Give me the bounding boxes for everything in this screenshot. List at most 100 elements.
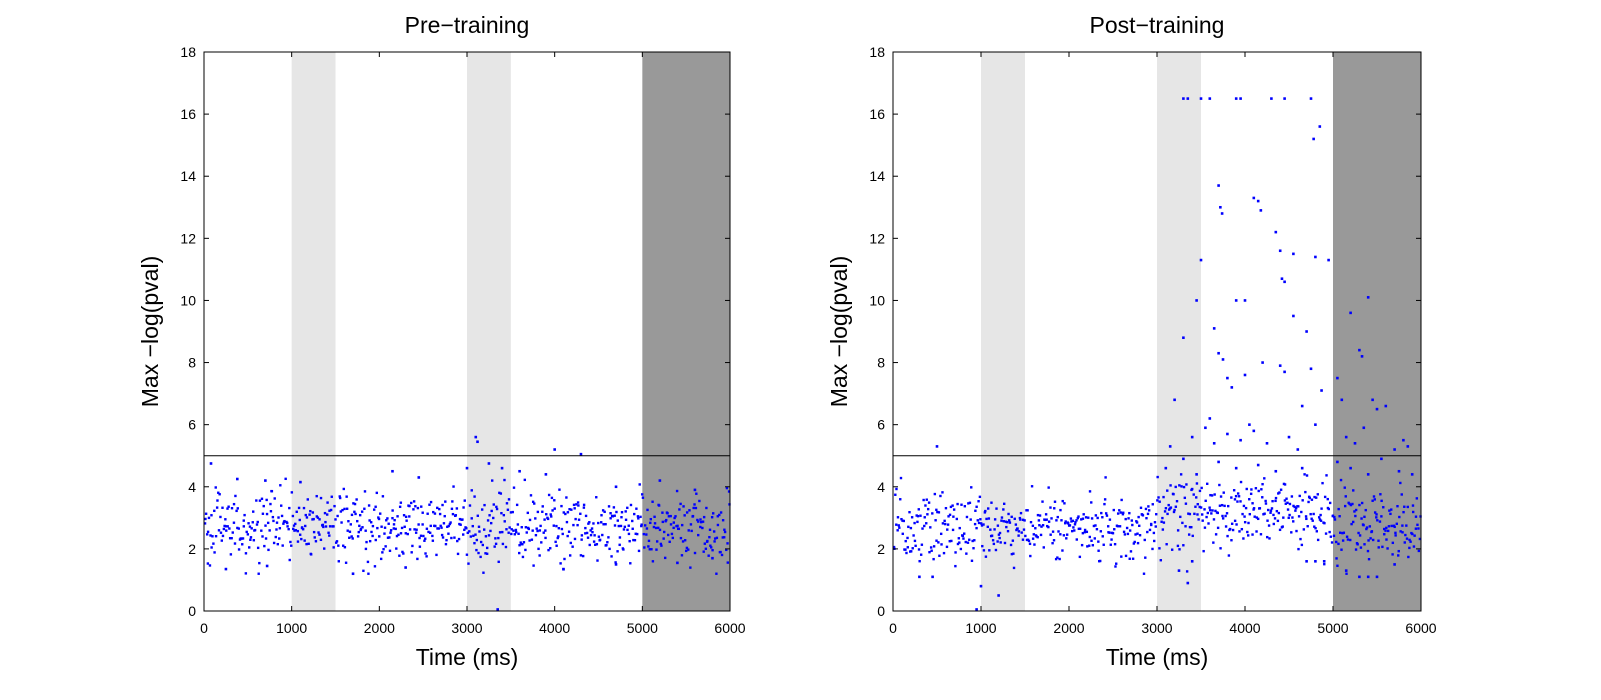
data-point (707, 554, 710, 557)
data-point (921, 527, 924, 530)
data-point (1366, 575, 1370, 579)
data-point (1272, 522, 1276, 526)
data-point (1414, 527, 1418, 530)
data-point (652, 525, 656, 529)
data-point (437, 527, 440, 530)
data-point (321, 523, 325, 527)
data-point (498, 491, 501, 495)
y-tick-label: 10 (180, 292, 196, 308)
data-point (415, 528, 418, 531)
data-point (271, 515, 275, 519)
data-point (1401, 524, 1404, 527)
data-point (1234, 97, 1238, 100)
data-point (552, 524, 555, 527)
data-point (397, 533, 400, 537)
data-point (1173, 398, 1176, 402)
data-point (1174, 505, 1178, 508)
data-point (1270, 507, 1274, 510)
data-point (319, 538, 323, 542)
data-point (1085, 530, 1089, 534)
data-point (263, 544, 266, 548)
data-point (252, 539, 256, 542)
data-point (1204, 499, 1207, 503)
data-point (905, 551, 908, 555)
data-point (1300, 510, 1303, 514)
data-point (565, 496, 568, 499)
data-point (594, 543, 597, 546)
data-point (654, 526, 658, 530)
data-point (680, 523, 684, 527)
data-point (1195, 299, 1198, 302)
data-point (484, 552, 487, 555)
data-point (442, 522, 446, 525)
data-point (317, 531, 320, 534)
data-point (1398, 515, 1401, 519)
data-point (360, 510, 364, 513)
data-point (531, 529, 534, 532)
data-point (518, 544, 521, 547)
data-point (1012, 566, 1016, 570)
data-point (563, 557, 566, 561)
data-point (1286, 501, 1289, 505)
data-point (1222, 491, 1225, 494)
data-point (553, 499, 556, 502)
data-point (1377, 539, 1380, 542)
data-point (221, 534, 225, 538)
data-point (212, 542, 215, 545)
data-point (616, 550, 619, 553)
data-point (260, 497, 264, 500)
data-point (1030, 485, 1034, 488)
data-point (1264, 502, 1268, 505)
data-point (932, 557, 935, 561)
data-point (1305, 517, 1308, 521)
data-point (629, 562, 632, 565)
data-point (1312, 137, 1315, 141)
data-point (1401, 531, 1404, 534)
data-point (236, 526, 239, 530)
data-point (1123, 533, 1127, 536)
data-point (1300, 543, 1304, 547)
data-point (1309, 512, 1312, 516)
data-point (286, 521, 289, 525)
data-point (1102, 543, 1105, 546)
data-point (1090, 517, 1094, 520)
data-point (355, 498, 358, 501)
data-point (418, 536, 421, 540)
data-point (628, 539, 631, 543)
data-point (1237, 495, 1241, 498)
data-point (342, 487, 345, 491)
data-point (691, 514, 695, 518)
data-point (1393, 563, 1396, 566)
data-point (528, 518, 532, 522)
data-point (1301, 499, 1304, 502)
data-point (1352, 520, 1355, 524)
data-point (1358, 534, 1362, 537)
data-point (274, 535, 277, 539)
data-point (1310, 517, 1313, 520)
data-point (937, 541, 940, 544)
data-point (1114, 565, 1117, 568)
data-point (926, 513, 929, 516)
data-point (956, 502, 959, 506)
data-point (1165, 543, 1168, 546)
data-point (955, 517, 959, 521)
data-point (290, 491, 294, 494)
data-point (727, 490, 731, 493)
data-point (255, 523, 259, 526)
data-point (588, 521, 591, 524)
data-point (694, 506, 698, 510)
data-point (210, 514, 213, 517)
data-point (579, 452, 583, 456)
data-point (513, 533, 516, 536)
data-point (976, 519, 979, 522)
data-point (248, 546, 251, 549)
shaded-region (642, 52, 730, 611)
data-point (1013, 517, 1016, 521)
data-point (1393, 525, 1396, 529)
data-point (553, 507, 556, 510)
data-point (663, 556, 667, 560)
data-point (1103, 502, 1106, 506)
data-point (580, 534, 584, 537)
data-point (1373, 498, 1377, 501)
data-point (1020, 531, 1023, 534)
